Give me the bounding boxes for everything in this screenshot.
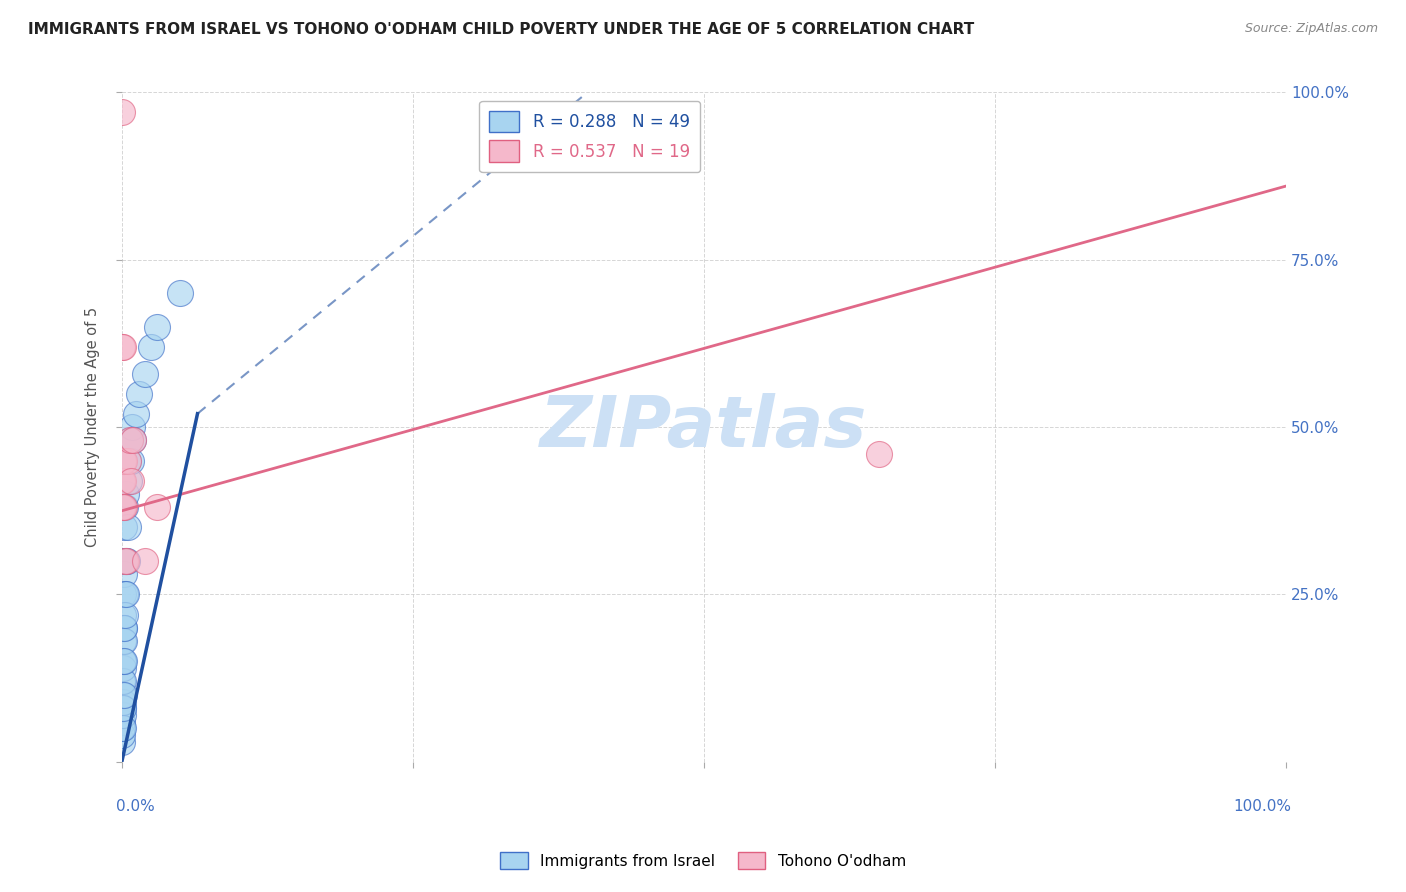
Point bbox=[145, 500, 167, 515]
Point bbox=[111, 714, 134, 729]
Point bbox=[134, 554, 156, 568]
Point bbox=[111, 607, 134, 622]
Point bbox=[112, 621, 135, 635]
Point bbox=[112, 500, 135, 515]
Point bbox=[114, 587, 136, 601]
Text: Source: ZipAtlas.com: Source: ZipAtlas.com bbox=[1244, 22, 1378, 36]
Point bbox=[115, 487, 138, 501]
Point bbox=[111, 340, 134, 354]
Point bbox=[111, 728, 134, 742]
Point bbox=[120, 453, 142, 467]
Point bbox=[118, 434, 141, 448]
Point bbox=[111, 701, 134, 715]
Point bbox=[117, 453, 139, 467]
Text: 0.0%: 0.0% bbox=[117, 798, 155, 814]
Point bbox=[111, 674, 134, 689]
Point bbox=[112, 701, 135, 715]
Point bbox=[112, 554, 135, 568]
Point bbox=[114, 607, 136, 622]
Point bbox=[111, 694, 134, 708]
Point bbox=[111, 500, 134, 515]
Point bbox=[112, 567, 135, 582]
Point bbox=[120, 474, 142, 488]
Point bbox=[117, 520, 139, 534]
Point bbox=[115, 587, 138, 601]
Point bbox=[111, 735, 134, 749]
Point bbox=[111, 621, 134, 635]
Text: ZIPatlas: ZIPatlas bbox=[540, 392, 868, 461]
Point bbox=[111, 721, 134, 735]
Point bbox=[112, 688, 135, 702]
Point bbox=[139, 340, 162, 354]
Point bbox=[111, 474, 134, 488]
Point bbox=[117, 453, 139, 467]
Point bbox=[169, 286, 191, 301]
Point bbox=[111, 105, 134, 120]
Point bbox=[111, 721, 134, 735]
Point bbox=[112, 500, 135, 515]
Point bbox=[128, 386, 150, 401]
Point bbox=[111, 688, 134, 702]
Point bbox=[112, 674, 135, 689]
Point bbox=[112, 634, 135, 648]
Text: IMMIGRANTS FROM ISRAEL VS TOHONO O'ODHAM CHILD POVERTY UNDER THE AGE OF 5 CORREL: IMMIGRANTS FROM ISRAEL VS TOHONO O'ODHAM… bbox=[28, 22, 974, 37]
Point bbox=[114, 500, 136, 515]
Point bbox=[114, 554, 136, 568]
Point bbox=[115, 554, 138, 568]
Point bbox=[121, 420, 143, 434]
Point bbox=[115, 554, 138, 568]
Point bbox=[118, 474, 141, 488]
Point bbox=[112, 621, 135, 635]
Point bbox=[112, 654, 135, 668]
Point bbox=[112, 453, 135, 467]
Legend: R = 0.288   N = 49, R = 0.537   N = 19: R = 0.288 N = 49, R = 0.537 N = 19 bbox=[479, 101, 700, 172]
Point bbox=[134, 367, 156, 381]
Point bbox=[111, 661, 134, 675]
Point bbox=[868, 447, 890, 461]
Point bbox=[111, 634, 134, 648]
Point bbox=[111, 474, 134, 488]
Point bbox=[118, 434, 141, 448]
Point bbox=[111, 701, 134, 715]
Y-axis label: Child Poverty Under the Age of 5: Child Poverty Under the Age of 5 bbox=[86, 307, 100, 547]
Point bbox=[111, 688, 134, 702]
Point bbox=[112, 654, 135, 668]
Text: 100.0%: 100.0% bbox=[1234, 798, 1292, 814]
Point bbox=[122, 434, 145, 448]
Point bbox=[122, 434, 145, 448]
Point bbox=[111, 340, 134, 354]
Point bbox=[111, 654, 134, 668]
Point bbox=[145, 319, 167, 334]
Point bbox=[111, 453, 134, 467]
Point bbox=[125, 407, 148, 421]
Point bbox=[115, 554, 138, 568]
Point bbox=[111, 707, 134, 722]
Legend: Immigrants from Israel, Tohono O'odham: Immigrants from Israel, Tohono O'odham bbox=[494, 846, 912, 875]
Point bbox=[112, 520, 135, 534]
Point bbox=[112, 587, 135, 601]
